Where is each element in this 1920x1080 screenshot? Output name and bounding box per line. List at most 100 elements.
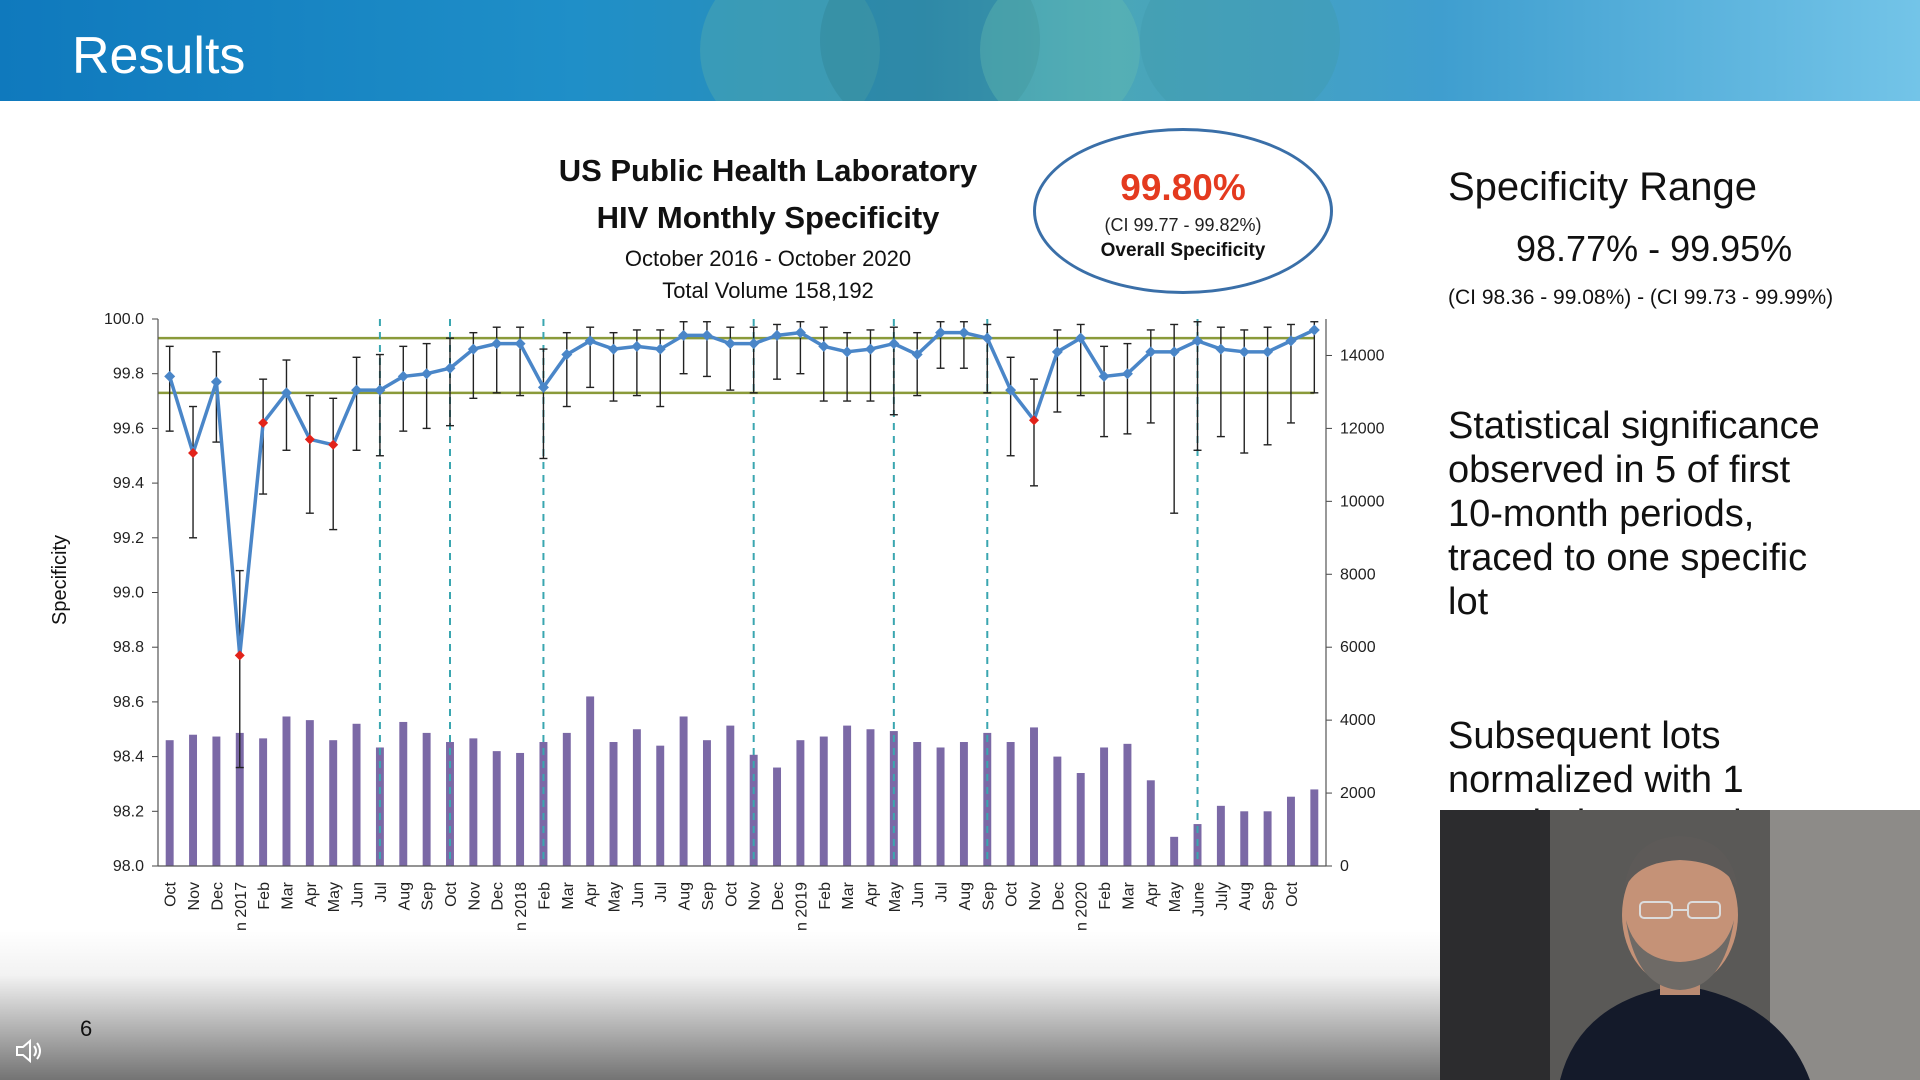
specificity-point: [537, 381, 549, 393]
specificity-point: [794, 327, 806, 339]
volume-bar: [189, 734, 198, 866]
x-tick-label: Oct: [1004, 881, 1021, 906]
y-tick-label: 99.4: [113, 475, 144, 492]
specificity-range-values: 98.77% - 99.95%: [1516, 228, 1793, 269]
y-tick-label: 99.2: [113, 530, 144, 547]
specificity-point: [1215, 343, 1227, 355]
volume-bar: [983, 732, 992, 866]
specificity-point-flagged: [304, 434, 315, 445]
finding-subsequent-lots: Subsequent lots normalized with 1 month …: [1448, 714, 1878, 822]
volume-bar: [352, 723, 361, 866]
volume-bar: [749, 754, 758, 866]
specificity-point: [1121, 368, 1133, 380]
volume-bar: [1123, 743, 1132, 866]
specificity-point: [444, 362, 456, 374]
volume-bar: [702, 740, 711, 866]
volume-bar: [399, 721, 408, 866]
x-tick-label: Feb: [536, 882, 553, 910]
specificity-point: [818, 340, 830, 352]
specificity-point: [678, 329, 690, 341]
specificity-point: [514, 338, 526, 350]
x-tick-label: Jan 2017: [233, 882, 250, 930]
hiv-specificity-chart: US Public Health Laboratory HIV Monthly …: [49, 153, 1385, 930]
y-axis-ticks: 98.0 98.2 98.4 98.6 98.8 99.0 99.2 99.4 99.6 99.8…: [104, 311, 158, 875]
specificity-point: [958, 327, 970, 339]
specificity-line: [168, 328, 1316, 658]
specificity-point-flagged: [1029, 415, 1039, 426]
y2-tick-label: 14000: [1340, 347, 1385, 364]
x-tick-label: Mar: [560, 881, 577, 909]
y-axis-label: Specificity: [49, 535, 71, 625]
x-tick-label: Feb: [817, 882, 834, 910]
x-tick-label: Aug: [396, 882, 413, 910]
x-tick-label: Sep: [700, 882, 717, 911]
volume-bar: [913, 742, 922, 866]
y2-tick-label: 12000: [1340, 420, 1385, 437]
x-tick-label: May: [607, 882, 624, 912]
y2-tick-label: 2000: [1340, 785, 1376, 802]
specificity-point: [608, 343, 620, 355]
specificity-range-ci: (CI 98.36 - 99.08%) - (CI 99.73 - 99.99%…: [1448, 286, 1834, 309]
specificity-point: [771, 329, 783, 341]
y-tick-label: 98.6: [113, 694, 144, 711]
specificity-point: [1098, 370, 1110, 382]
y-tick-label: 99.0: [113, 585, 144, 602]
finding-statistical-significance: Statistical significance observed in 5 o…: [1448, 404, 1878, 624]
findings-panel: Specificity Range 98.77% - 99.95% (CI 98…: [1448, 165, 1878, 822]
specificity-point: [1051, 346, 1063, 358]
overall-specificity-label: Overall Specificity: [1100, 240, 1266, 261]
specificity-point-flagged: [234, 650, 245, 661]
volume-icon[interactable]: [14, 1038, 44, 1069]
volume-bar: [329, 740, 338, 866]
x-tick-label: Jul: [373, 882, 390, 902]
specificity-point: [864, 343, 876, 355]
video-controls-overlay: [0, 930, 1440, 1080]
volume-bar: [679, 716, 688, 866]
volume-bar: [773, 767, 782, 866]
volume-bar: [259, 738, 268, 866]
volume-bar: [516, 752, 525, 866]
x-tick-label: Sep: [1261, 882, 1278, 911]
x-tick-label: Jul: [934, 882, 951, 902]
page-title: Results: [72, 27, 246, 85]
volume-bar: [212, 736, 221, 866]
y2-tick-label: 10000: [1340, 493, 1385, 510]
specificity-point: [164, 370, 176, 382]
x-tick-label: Aug: [957, 882, 974, 910]
specificity-point: [421, 368, 433, 380]
x-tick-label: Jun: [630, 882, 647, 908]
x-tick-label: Nov: [1027, 882, 1044, 910]
x-tick-label: Dec: [1050, 882, 1067, 910]
x-tick-label: Mar: [840, 881, 857, 909]
specificity-range-title: Specificity Range: [1448, 165, 1758, 209]
specificity-point: [397, 370, 409, 382]
specificity-point: [981, 332, 993, 344]
slide-number: 6: [80, 1016, 93, 1041]
x-tick-label: Jun: [350, 882, 367, 908]
volume-bar: [656, 745, 665, 866]
volume-bar: [492, 751, 501, 866]
specificity-point: [351, 384, 363, 396]
specificity-point: [1005, 384, 1017, 396]
volume-bar: [959, 742, 968, 866]
specificity-point: [1308, 324, 1320, 336]
y-tick-label: 98.2: [113, 803, 144, 820]
chart-subtitle-line-1: October 2016 - October 2020: [625, 246, 911, 271]
x-tick-label: May: [1167, 882, 1184, 912]
volume-bar: [1310, 789, 1319, 866]
specificity-point: [911, 349, 923, 361]
specificity-point: [1285, 335, 1297, 347]
volume-bar: [936, 747, 945, 866]
specificity-series: [164, 324, 1320, 661]
volume-bar: [866, 729, 875, 866]
note-line: normalized with 1: [1448, 759, 1744, 801]
volume-bar: [1006, 742, 1015, 866]
overall-specificity-value: 99.80%: [1120, 167, 1246, 208]
x-tick-label: Oct: [443, 881, 460, 906]
specificity-point-flagged: [258, 417, 269, 428]
y-tick-label: 99.8: [113, 366, 144, 383]
specificity-point: [701, 329, 713, 341]
specificity-point: [724, 338, 736, 350]
x-tick-label: July: [1214, 882, 1231, 910]
x-tick-label: Sep: [980, 882, 997, 911]
